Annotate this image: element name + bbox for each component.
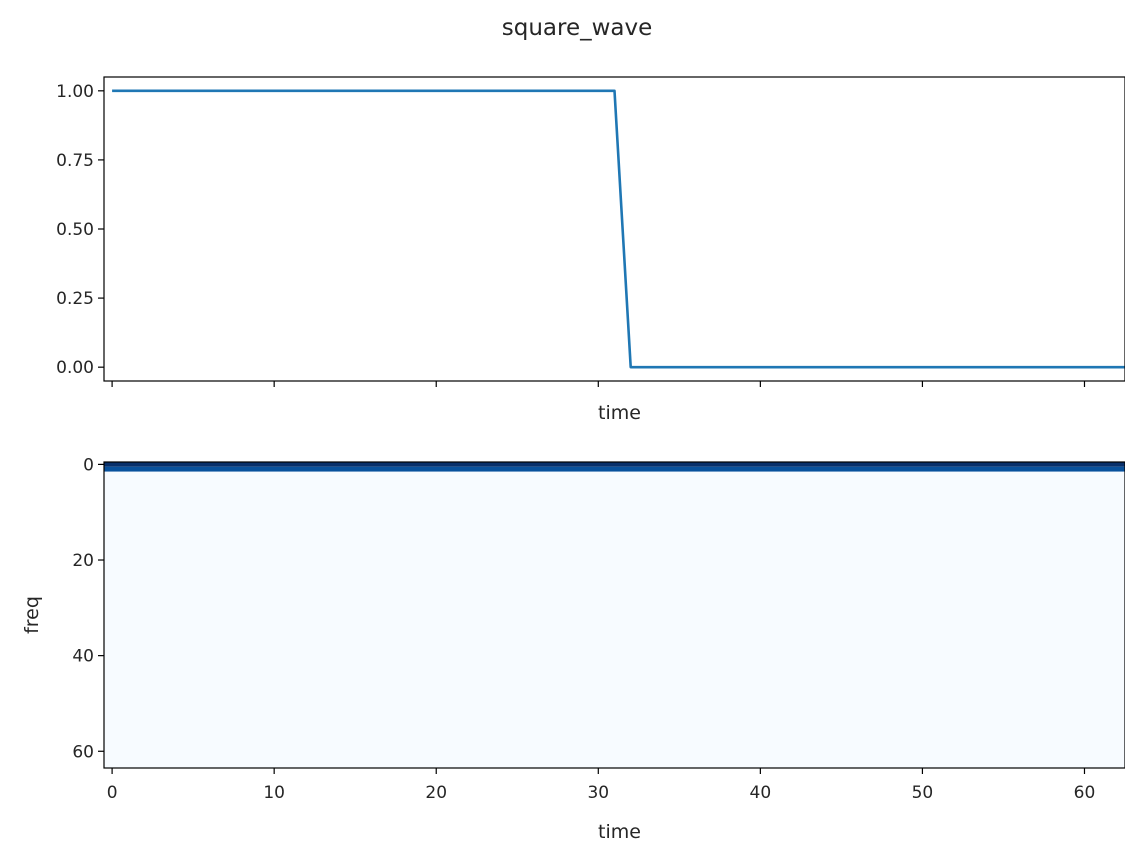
spectrogram-y-ticks: 0 20 40 60 [72, 455, 104, 762]
waveform-plot: 0.00 0.25 0.50 0.75 1.00 time [56, 77, 1125, 424]
waveform-y-tick-label: 0.50 [56, 220, 94, 240]
spectrogram-y-axis-label: freq [21, 596, 43, 634]
spectrogram-band [104, 467, 1125, 472]
waveform-y-tick-label: 0.75 [56, 151, 94, 171]
spectrogram-x-tick-label: 30 [587, 783, 609, 803]
spectrogram-background [104, 462, 1125, 768]
figure-title: square_wave [502, 15, 653, 41]
spectrogram-x-ticks: 0 10 20 30 40 50 60 [107, 768, 1096, 803]
spectrogram-bands [104, 462, 1125, 472]
spectrogram-plot: 0 20 40 60 0 10 20 30 40 50 60 time freq [21, 455, 1125, 843]
spectrogram-x-tick-label: 60 [1074, 783, 1096, 803]
waveform-line-layer [112, 91, 1125, 367]
spectrogram-band [104, 462, 1125, 467]
waveform-x-ticks [112, 381, 1084, 387]
spectrogram-y-tick-label: 0 [83, 455, 94, 475]
waveform-y-ticks: 0.00 0.25 0.50 0.75 1.00 [56, 82, 104, 378]
spectrogram-x-tick-label: 0 [107, 783, 118, 803]
waveform-y-tick-label: 1.00 [56, 82, 94, 102]
spectrogram-y-tick-label: 60 [72, 742, 94, 762]
waveform-y-tick-label: 0.25 [56, 289, 94, 309]
spectrogram-y-tick-label: 40 [72, 647, 94, 667]
waveform-series-line [112, 91, 1125, 367]
spectrogram-x-tick-label: 10 [263, 783, 285, 803]
spectrogram-x-tick-label: 20 [425, 783, 447, 803]
waveform-axes-frame [104, 77, 1125, 381]
spectrogram-y-tick-label: 20 [72, 551, 94, 571]
spectrogram-x-tick-label: 50 [912, 783, 934, 803]
waveform-y-tick-label: 0.00 [56, 358, 94, 378]
spectrogram-x-tick-label: 40 [750, 783, 772, 803]
spectrogram-x-axis-label: time [598, 821, 641, 843]
waveform-x-axis-label: time [598, 402, 641, 424]
